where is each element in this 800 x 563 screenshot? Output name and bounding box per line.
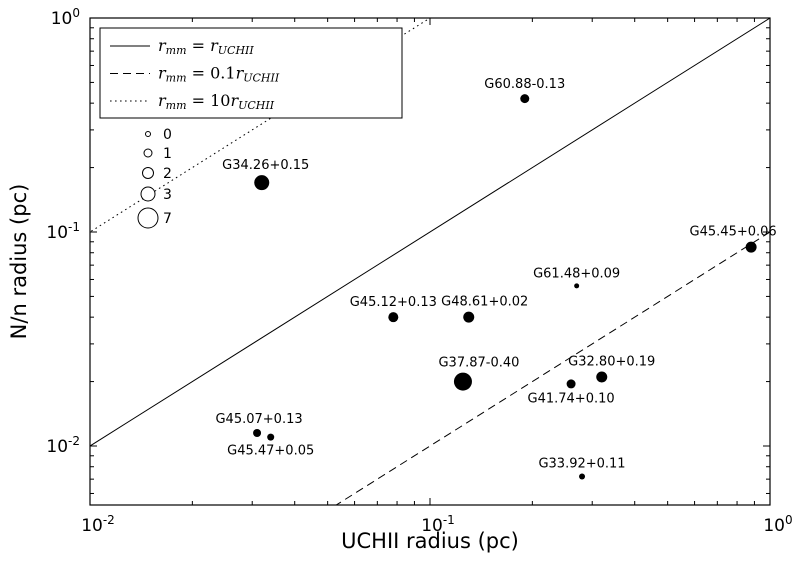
size-legend-circle	[140, 186, 156, 202]
point-labels: G60.88-0.13 G34.26+0.15 G45.45+0.06 G61.48+…	[215, 77, 776, 471]
data-point	[254, 175, 270, 191]
data-point	[579, 473, 586, 480]
data-point	[267, 433, 275, 441]
data-point	[520, 94, 530, 104]
y-tick-label: 100	[51, 6, 80, 29]
point-label: G41.74+0.10	[528, 391, 615, 406]
data-point	[745, 241, 757, 253]
point-label: G45.12+0.13	[350, 295, 437, 310]
size-legend-circle	[137, 207, 159, 229]
point-label: G33.92+0.11	[538, 457, 625, 472]
size-legend-circle	[142, 167, 154, 179]
data-point	[463, 311, 475, 323]
data-point	[566, 379, 576, 389]
data-point	[453, 372, 472, 391]
axes: 10-2 10-1 100 10-2 10-1 100 UCHII radius (pc) N…	[7, 6, 793, 553]
legend-box	[99, 27, 403, 119]
size-legend: 0 1 2 3 7	[137, 127, 172, 229]
size-legend-circle	[143, 148, 153, 158]
data-point	[574, 283, 580, 289]
data-point	[253, 429, 262, 438]
legend-label: rmm = rUCHII	[158, 36, 254, 57]
x-tick-label: 100	[763, 513, 792, 536]
x-tick-label: 10-2	[81, 513, 115, 536]
size-legend-label: 3	[163, 187, 172, 203]
point-label: G48.61+0.02	[441, 295, 528, 310]
size-legend-label: 2	[163, 166, 172, 182]
data-point	[388, 312, 399, 323]
point-label: G60.88-0.13	[484, 77, 565, 92]
point-label: G45.07+0.13	[215, 412, 302, 427]
x-tick-label: 10-1	[421, 513, 455, 536]
point-label: G37.87-0.40	[438, 356, 519, 371]
legend-label: rmm = 10rUCHII	[158, 91, 275, 112]
y-tick-label: 10-2	[46, 434, 80, 457]
size-legend-label: 0	[163, 127, 172, 143]
size-legend-label: 1	[163, 146, 172, 162]
point-label: G45.47+0.05	[227, 444, 314, 459]
legend-label: rmm = 0.1rUCHII	[158, 64, 280, 85]
y-axis-label: N/n radius (pc)	[7, 184, 31, 340]
size-legend-label: 7	[163, 211, 172, 227]
point-label: G34.26+0.15	[222, 158, 309, 173]
point-label: G45.45+0.06	[690, 225, 777, 240]
data-points	[253, 94, 757, 480]
x-axis-label: UCHII radius (pc)	[341, 529, 519, 553]
size-legend-circle	[145, 131, 151, 137]
line-legend: rmm = rUCHII rmm = 0.1rUCHII rmm = 10rUCHI…	[99, 27, 403, 119]
y-tick-label: 10-1	[46, 220, 80, 243]
point-label: G32.80+0.19	[568, 355, 655, 370]
data-point	[596, 371, 608, 383]
point-label: G61.48+0.09	[533, 266, 620, 281]
